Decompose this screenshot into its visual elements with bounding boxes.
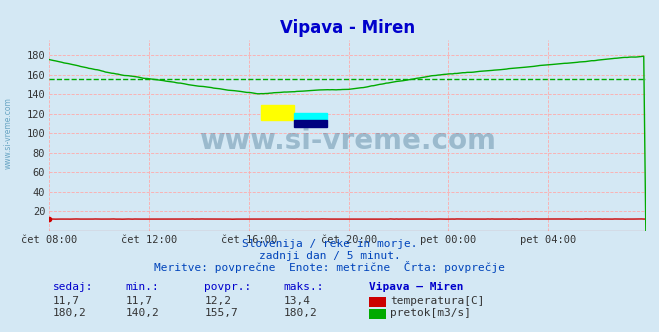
Text: min.:: min.: xyxy=(125,283,159,292)
Text: Slovenija / reke in morje.: Slovenija / reke in morje. xyxy=(242,239,417,249)
Title: Vipava - Miren: Vipava - Miren xyxy=(280,19,415,37)
Text: www.si-vreme.com: www.si-vreme.com xyxy=(3,97,13,169)
Text: 180,2: 180,2 xyxy=(283,308,317,318)
Bar xyxy=(261,105,294,120)
Text: sedaj:: sedaj: xyxy=(53,283,93,292)
Text: www.si-vreme.com: www.si-vreme.com xyxy=(199,127,496,155)
Text: 12,2: 12,2 xyxy=(204,296,231,306)
Text: 155,7: 155,7 xyxy=(204,308,238,318)
Text: Vipava – Miren: Vipava – Miren xyxy=(369,283,463,292)
Bar xyxy=(294,120,327,127)
Text: pretok[m3/s]: pretok[m3/s] xyxy=(390,308,471,318)
Text: 13,4: 13,4 xyxy=(283,296,310,306)
Text: Meritve: povprečne  Enote: metrične  Črta: povprečje: Meritve: povprečne Enote: metrične Črta:… xyxy=(154,261,505,273)
Bar xyxy=(294,113,327,120)
Text: 11,7: 11,7 xyxy=(125,296,152,306)
Text: povpr.:: povpr.: xyxy=(204,283,252,292)
Text: 180,2: 180,2 xyxy=(53,308,86,318)
Text: zadnji dan / 5 minut.: zadnji dan / 5 minut. xyxy=(258,251,401,261)
Text: 11,7: 11,7 xyxy=(53,296,80,306)
Text: maks.:: maks.: xyxy=(283,283,324,292)
Text: temperatura[C]: temperatura[C] xyxy=(390,296,484,306)
Text: 140,2: 140,2 xyxy=(125,308,159,318)
